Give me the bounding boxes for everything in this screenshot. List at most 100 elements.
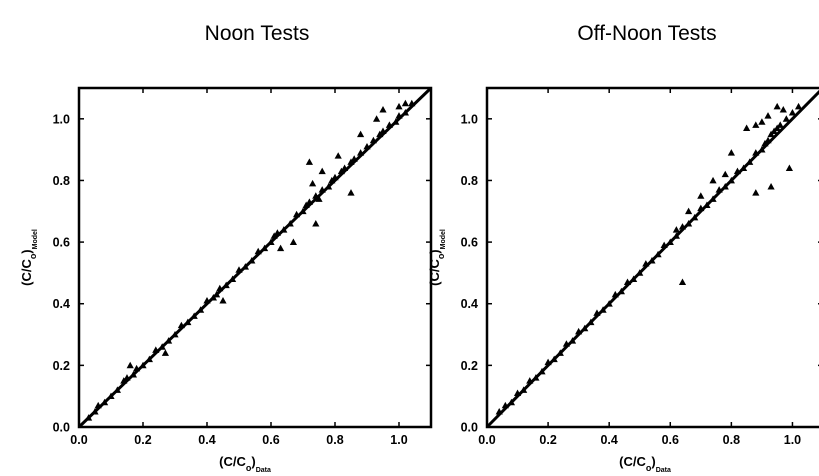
data-point: [678, 223, 687, 230]
data-point: [642, 260, 650, 267]
data-point: [107, 392, 115, 400]
x-tick-label: 0.0: [70, 433, 87, 447]
y-axis-label-group: (C/Co)Model: [427, 229, 447, 286]
y-tick-label: 0.6: [53, 236, 70, 250]
data-point: [273, 229, 281, 236]
data-point: [721, 183, 729, 190]
data-point: [299, 207, 307, 215]
x-tick-label: 0.8: [723, 433, 740, 447]
data-point: [309, 179, 317, 187]
y-axis-label: (C/Co)Model: [19, 229, 39, 286]
data-point: [743, 124, 751, 131]
data-point: [630, 275, 638, 282]
chart-title: Noon Tests: [205, 22, 310, 45]
x-tick-label: 0.4: [600, 433, 617, 447]
data-point: [286, 220, 294, 227]
x-tick-label: 0.6: [262, 433, 279, 447]
data-point: [785, 164, 793, 172]
data-point: [270, 232, 278, 239]
data-point: [648, 256, 656, 264]
data-point: [556, 349, 564, 356]
data-point: [392, 118, 400, 125]
data-point: [152, 346, 160, 353]
data-point: [550, 355, 558, 363]
data-point: [385, 121, 393, 128]
data-point: [254, 247, 262, 255]
data-point: [305, 158, 313, 165]
data-point: [357, 149, 365, 156]
data-point: [219, 297, 227, 304]
data-point: [216, 284, 224, 292]
data-point: [526, 377, 534, 384]
data-point: [165, 337, 173, 344]
y-tick-label: 0.2: [461, 359, 478, 373]
data-point: [213, 290, 221, 298]
data-point: [369, 136, 377, 144]
data-point: [520, 386, 528, 393]
data-point: [788, 109, 797, 116]
data-point: [773, 102, 781, 110]
y-tick-label: 0.2: [53, 359, 70, 373]
data-point: [293, 210, 301, 218]
x-tick-label: 1.0: [784, 433, 801, 447]
data-point: [241, 263, 249, 270]
x-tick-label: 1.0: [390, 433, 407, 447]
chart-panel-2: Off-Noon Tests 0.0 0.2 0.4 0.6 0.8 1.0 0.0 0.2 0.…: [427, 22, 819, 474]
data-point: [764, 136, 772, 144]
x-axis-label: (C/Co)Data: [619, 454, 671, 474]
data-point: [697, 192, 705, 199]
data-point: [660, 241, 668, 249]
data-point: [395, 102, 403, 110]
data-point: [697, 204, 705, 212]
data-point: [222, 281, 230, 289]
y-axis-label: (C/Co)Model: [427, 229, 447, 286]
data-point: [261, 244, 269, 252]
data-point: [605, 300, 613, 307]
data-point: [672, 232, 680, 239]
data-point: [703, 201, 711, 208]
data-point: [267, 238, 275, 245]
data-point: [709, 195, 717, 202]
data-point: [599, 306, 607, 313]
data-point: [678, 278, 687, 286]
data-point: [617, 287, 625, 295]
data-point: [636, 269, 644, 276]
data-point: [129, 371, 137, 378]
data-point: [758, 118, 766, 125]
data-point: [315, 195, 323, 202]
data-point: [133, 364, 141, 372]
data-point: [685, 207, 693, 215]
data-point: [513, 389, 522, 396]
data-point: [538, 367, 546, 375]
x-tick-label: 0.4: [198, 433, 215, 447]
x-tick-label: 0.0: [478, 433, 495, 447]
y-tick-label: 0.4: [461, 297, 478, 311]
data-point: [177, 321, 185, 329]
data-point: [357, 130, 365, 138]
data-point: [401, 109, 409, 116]
data-point: [190, 312, 198, 319]
y-tick-label: 0.0: [461, 421, 478, 435]
data-point: [654, 250, 662, 258]
data-point: [379, 105, 387, 113]
x-tick-label: 0.2: [134, 433, 151, 447]
data-point: [161, 349, 169, 356]
data-point: [666, 238, 674, 245]
data-point: [727, 176, 735, 184]
data-point: [373, 115, 381, 122]
y-tick-label: 0.4: [53, 297, 70, 311]
data-point: [145, 355, 153, 363]
data-point: [408, 99, 416, 107]
data-point: [794, 102, 803, 110]
data-point: [782, 115, 790, 122]
data-point: [91, 407, 99, 415]
data-point: [101, 398, 109, 406]
data-point: [318, 167, 326, 175]
data-point: [746, 158, 754, 165]
data-point: [752, 149, 760, 156]
data-point: [727, 149, 735, 156]
data-point: [544, 358, 552, 366]
data-point: [581, 324, 589, 332]
data-point: [280, 226, 288, 233]
